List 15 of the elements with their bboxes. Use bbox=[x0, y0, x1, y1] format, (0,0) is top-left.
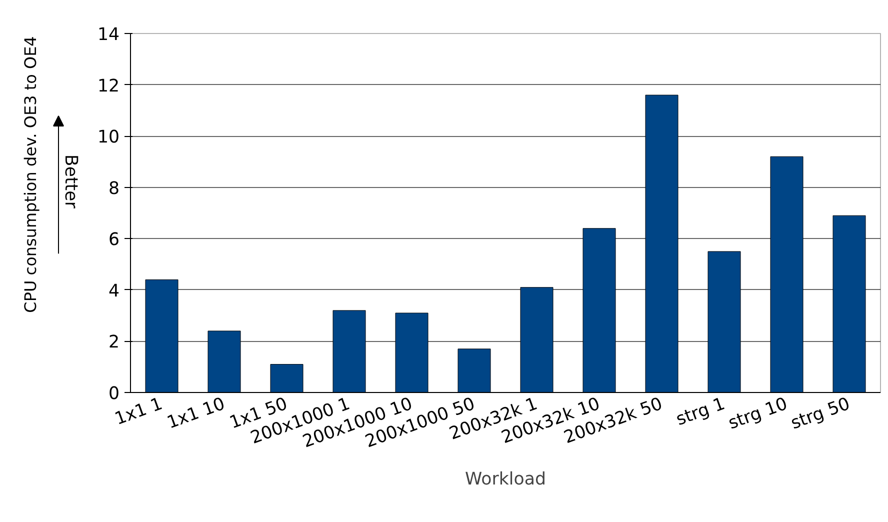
y-tick-label: 0 bbox=[108, 384, 120, 404]
y-tick-label: 2 bbox=[108, 332, 120, 353]
x-tick-label: strg 50 bbox=[788, 394, 853, 434]
y-tick-label: 6 bbox=[108, 230, 120, 250]
x-axis-title: Workload bbox=[465, 470, 546, 490]
y-tick-label: 4 bbox=[108, 281, 120, 302]
y-axis-title: CPU consumption dev. OE3 to OE4 bbox=[21, 36, 40, 313]
y-tick-label: 12 bbox=[97, 76, 120, 96]
x-tick-label: strg 10 bbox=[726, 394, 790, 434]
y-tick-label: 14 bbox=[97, 25, 120, 45]
y-tick-label: 10 bbox=[97, 128, 120, 148]
text: Better bbox=[60, 154, 80, 210]
y-tick-label: 8 bbox=[108, 178, 120, 199]
x-tick-label: strg 1 bbox=[674, 394, 728, 430]
x-tick-label: 1x1 10 bbox=[164, 394, 228, 434]
